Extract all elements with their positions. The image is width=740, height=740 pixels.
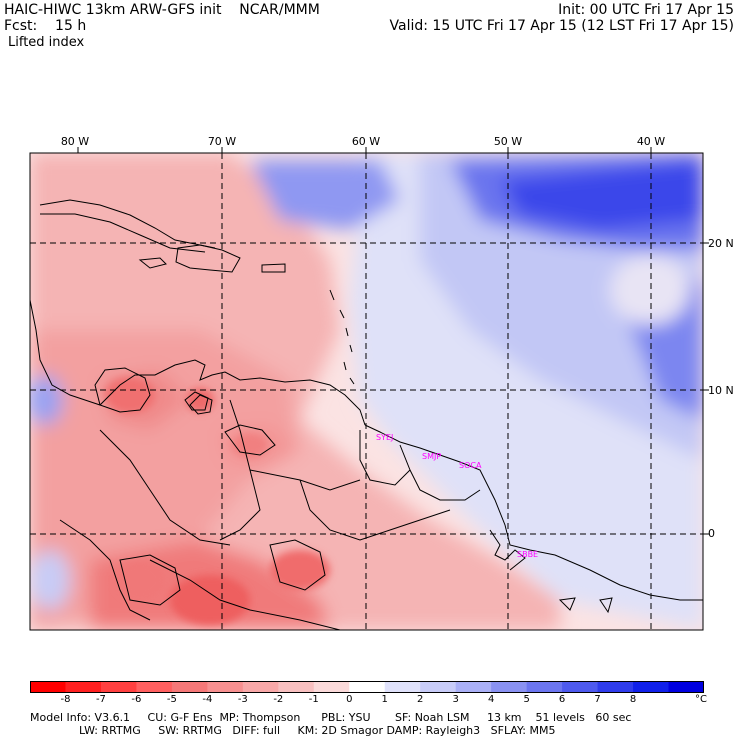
colorbar-cell: [384, 681, 421, 693]
colorbar-cell: [562, 681, 599, 693]
colorbar-tick-label: 5: [523, 694, 530, 705]
colorbar-unit: °C: [695, 694, 707, 705]
colorbar-tick-label: -4: [202, 694, 213, 705]
colorbar-tick-label: -8: [60, 694, 71, 705]
field-shading: [30, 153, 703, 630]
station-label: SYEJ: [376, 433, 393, 442]
colorbar-cell: [242, 681, 279, 693]
colorbar-cell: [455, 681, 492, 693]
colorbar-cell: [65, 681, 102, 693]
station-markers: SYEJ SMJP SOCA SBBE: [376, 433, 538, 559]
model-info-line2: LW: RRTMG SW: RRTMG DIFF: full KM: 2D Sm…: [30, 724, 556, 737]
lon-label-80w: 80 W: [60, 135, 90, 148]
colorbar: [30, 681, 704, 693]
colorbar-cell: [633, 681, 670, 693]
colorbar-tick-label: -5: [166, 694, 177, 705]
lat-label-0: 0: [708, 527, 715, 540]
colorbar-tick-label: 8: [629, 694, 637, 705]
colorbar-tick-label: 2: [417, 694, 424, 705]
lon-label-50w: 50 W: [493, 135, 523, 148]
colorbar-tick-label: 1: [381, 694, 388, 705]
colorbar-tick-label: -7: [95, 694, 106, 705]
colorbar-cell: [136, 681, 173, 693]
colorbar-tick-label: -6: [131, 694, 142, 705]
model-info-line1: Model Info: V3.6.1 CU: G-F Ens MP: Thomp…: [30, 711, 632, 724]
lon-label-70w: 70 W: [207, 135, 237, 148]
colorbar-cell: [207, 681, 244, 693]
axis-ticks: [77, 147, 709, 535]
forecast-hour: Fcst: 15 h: [4, 18, 87, 34]
valid-time: Valid: 15 UTC Fri 17 Apr 15 (12 LST Fri …: [389, 18, 734, 34]
lat-label-20n: 20 N: [708, 237, 734, 250]
colorbar-cell: [171, 681, 208, 693]
colorbar-cell: [491, 681, 528, 693]
colorbar-cell: [100, 681, 137, 693]
station-label: SMJP: [422, 452, 441, 461]
colorbar-cell: [526, 681, 563, 693]
colorbar-cell: [278, 681, 315, 693]
lat-label-10n: 10 N: [708, 384, 734, 397]
colorbar-tick-label: 4: [487, 694, 495, 705]
colorbar-cell: [668, 681, 704, 693]
colorbar-cell: [349, 681, 386, 693]
coastlines: [30, 199, 703, 630]
field-name: Lifted index: [8, 35, 85, 50]
lon-label-40w: 40 W: [636, 135, 666, 148]
colorbar-tick-label: 6: [558, 694, 566, 705]
station-label: SOCA: [459, 461, 482, 470]
colorbar-tick-label: 3: [452, 694, 459, 705]
colorbar-cell: [313, 681, 350, 693]
model-title: HAIC-HIWC 13km ARW-GFS init NCAR/MMM: [4, 2, 320, 18]
colorbar-tick-label: 0: [346, 694, 353, 705]
init-time: Init: 00 UTC Fri 17 Apr 15: [558, 2, 734, 18]
colorbar-cell: [420, 681, 457, 693]
colorbar-tick-label: 7: [594, 694, 601, 705]
station-label: SBBE: [517, 550, 538, 559]
colorbar-tick-label: -2: [273, 694, 284, 705]
graticule: [30, 153, 703, 630]
colorbar-cell: [597, 681, 634, 693]
colorbar-tick-label: -3: [237, 694, 248, 705]
colorbar-tick-label: -1: [308, 694, 319, 705]
colorbar-cell: [30, 681, 66, 693]
lon-label-60w: 60 W: [351, 135, 381, 148]
